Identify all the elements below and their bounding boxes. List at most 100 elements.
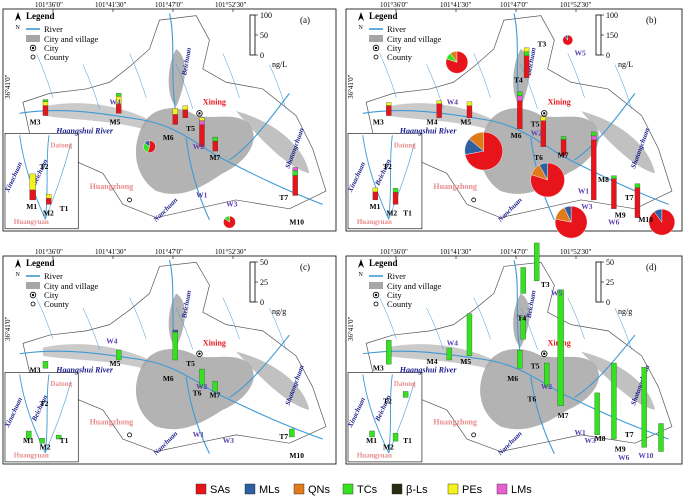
latitude-label: 36°41'0" [347,74,355,99]
urban-area [386,344,494,369]
bar-segment-tcs [523,51,530,56]
panel-letter: (a) [300,15,310,25]
bar-segment-tcs [369,430,375,438]
bar-segment-sas [517,100,523,130]
river-tributary [82,307,100,350]
site-pie-chart [223,215,236,229]
inset-river [45,381,72,454]
river-label-main: Haangshui River [399,126,458,135]
site-bar-chart [386,102,392,116]
bar-segment-tcs [212,136,218,142]
site-label: M6 [511,131,522,140]
longitude-label: 101°41'30" [440,1,472,9]
site-label: M1 [366,436,377,445]
bar-segment-sas [182,109,188,118]
pie-slice-qns [450,51,458,63]
city-label-datong: Datong [50,142,72,150]
site-label: T2 [40,399,49,408]
site-label: M7 [558,151,569,160]
site-bar-chart [402,391,409,398]
city-label-datong: Datong [394,142,416,150]
scale-tick-label: 0 [606,298,610,307]
bar-segment-sas [46,198,52,205]
pie-slice-tcs [224,215,230,223]
site-bar-chart [46,194,52,205]
river-tributary [379,53,397,98]
legend-item-label: River [387,24,406,34]
longitude-label: 101°47'0" [500,1,528,9]
site-label: M2 [40,442,51,451]
watershed-boundary [22,15,327,219]
county-marker [127,197,132,203]
legend-title: Legend [26,258,55,268]
site-label: M9 [615,445,626,454]
scale-tick-label: 0 [260,298,264,307]
river-tributary [473,53,491,98]
bar-segment-pes [540,116,547,121]
site-label: M10 [638,215,653,224]
urban-area [581,111,656,174]
river-tributary [269,64,287,109]
river-nanchuan [185,376,210,454]
north-letter: N [16,25,21,31]
class-label: LMs [511,484,532,496]
class-swatch [342,483,354,495]
bar-segment-tcs [466,313,473,356]
site-label: M4 [427,357,438,366]
north-arrow-icon [358,12,364,21]
site-label: W4 [447,97,459,106]
site-bar-chart [517,350,523,369]
bar-segment-pes [46,194,52,199]
river-main [362,110,669,205]
inset-river [45,142,72,220]
site-bar-chart [534,242,540,282]
bar-segment-tcs [611,362,617,440]
class-swatch [496,483,508,495]
class-swatch [244,483,256,495]
bar-segment-lms [292,167,298,171]
legend-title: Legend [369,258,398,268]
north-arrow-icon [15,12,21,21]
county-symbol-icon [373,301,379,307]
river-tributary [269,307,287,350]
longitude-label: 101°52'30" [215,248,247,256]
site-label: M2 [43,208,54,217]
site-bar-chart [172,108,178,125]
longitude-label: 101°41'30" [95,248,127,256]
site-label: W1 [578,186,590,195]
pie-slice-mls [539,162,548,181]
site-label: M5 [460,117,471,126]
river-tributary [129,297,147,340]
river-tributary [473,297,491,340]
class-legend: SAs MLs QNs TCs β-Ls PEs LMs [195,483,532,496]
site-bar-chart [386,340,392,365]
river-label-main: Haangshui River [55,126,114,135]
site-pie-chart [445,51,469,74]
city-label-xining: Xining [203,97,226,106]
bar-segment-lms [517,95,523,102]
scale-tick-label: 50 [606,258,614,267]
site-label: M6 [507,374,518,383]
site-bar-chart [641,367,647,448]
class-swatch [293,483,305,495]
pie-slice-mls [144,140,150,148]
bar-segment-tcs [116,93,122,97]
inset-river [362,374,390,454]
legend-item-label: River [387,271,406,281]
bar-segment-sas [523,55,530,78]
bar-segment-sas [172,114,178,125]
city-label-huangzhong: Huangzhong [90,182,134,191]
city-marker-dot [543,112,546,115]
class-swatch [391,483,403,495]
pie-slice-mls [564,205,572,223]
site-bar-chart [544,362,550,388]
bar-segment-pes [466,101,473,106]
site-label: M5 [460,357,471,366]
river-main [362,350,669,440]
site-label: T7 [279,193,288,202]
